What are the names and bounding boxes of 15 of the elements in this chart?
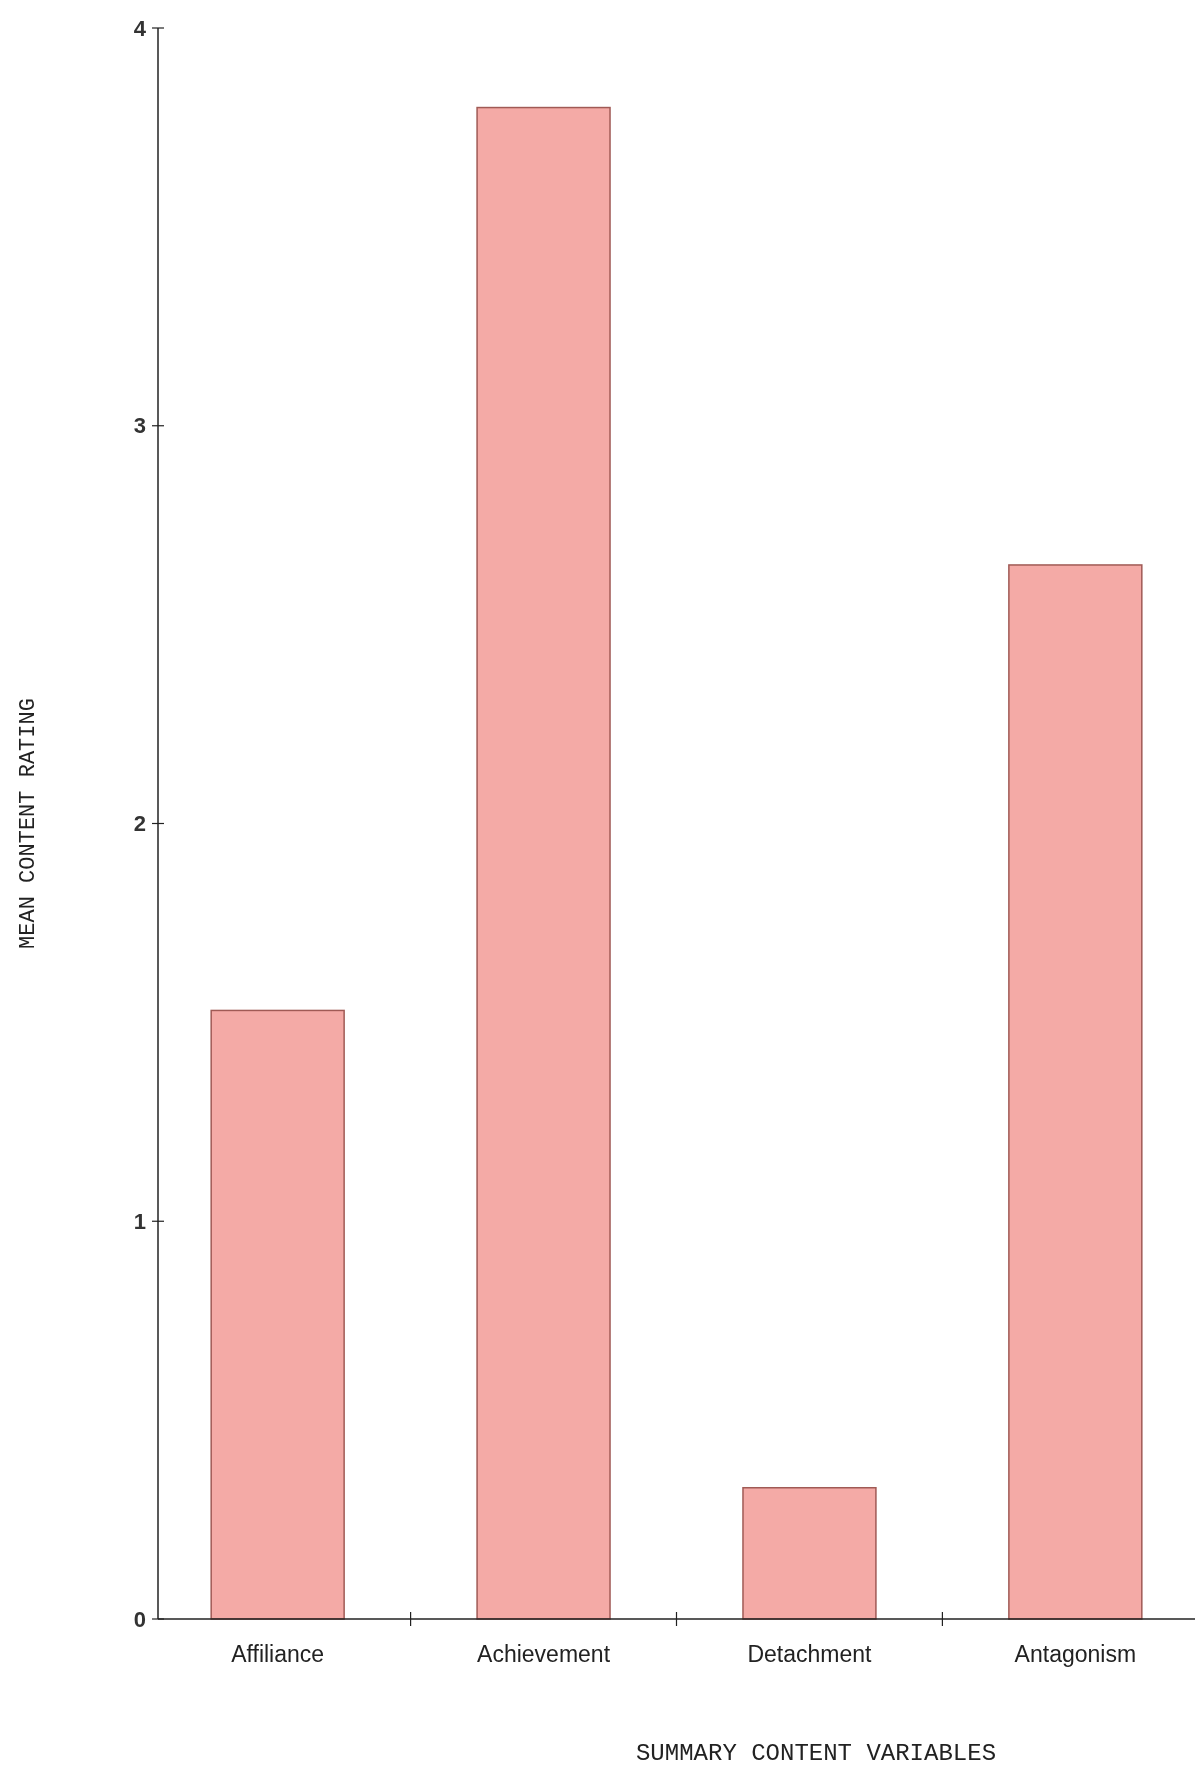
y-tick-label: 0 bbox=[133, 1606, 146, 1632]
x-tick-label: Affiliance bbox=[231, 1641, 325, 1667]
bar bbox=[742, 1486, 877, 1620]
y-tick-label: 4 bbox=[133, 15, 147, 41]
y-tick-label: 2 bbox=[133, 811, 146, 837]
x-tick-label: Antagonism bbox=[1014, 1641, 1137, 1667]
bar bbox=[210, 1009, 345, 1620]
y-tick-label: 3 bbox=[133, 413, 146, 439]
bar bbox=[1008, 564, 1143, 1620]
x-tick-label: Achievement bbox=[477, 1641, 611, 1667]
y-tick-label: 1 bbox=[133, 1208, 146, 1234]
x-axis-title: SUMMARY CONTENT VARIABLES bbox=[635, 1740, 997, 1767]
y-axis-title: MEAN CONTENT RATING bbox=[16, 698, 41, 949]
bar bbox=[476, 106, 611, 1620]
x-tick-label: Detachment bbox=[747, 1641, 873, 1667]
